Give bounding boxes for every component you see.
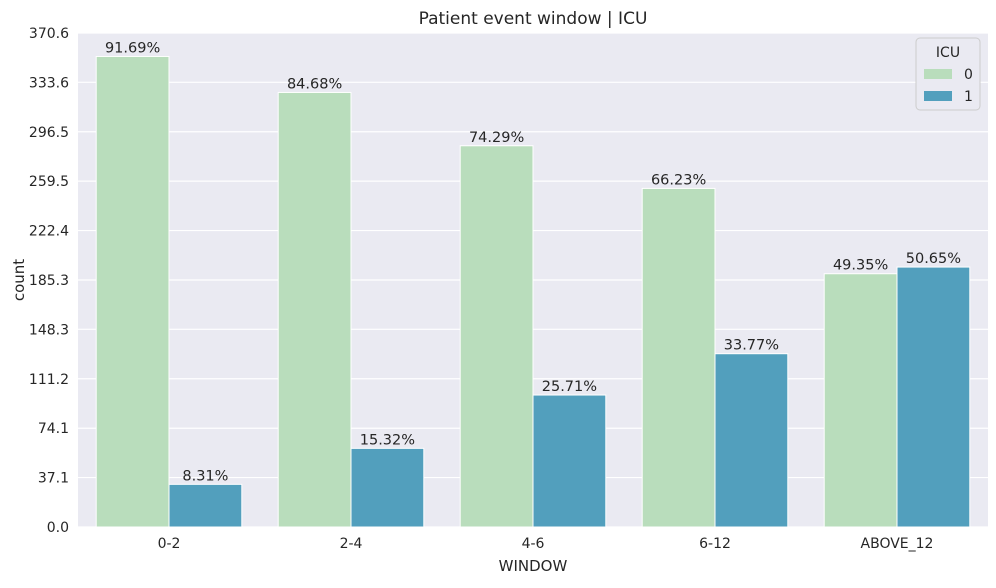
- legend-swatch-1: [924, 91, 952, 101]
- y-tick-label: 37.1: [38, 471, 69, 487]
- y-tick-label: 296.5: [29, 125, 69, 141]
- bar-series-1-ABOVE_12: [896, 266, 971, 528]
- data-label: 49.35%: [833, 258, 888, 274]
- legend-swatch-0: [924, 69, 952, 79]
- bar-series-0-ABOVE_12: [823, 273, 898, 528]
- data-label: 66.23%: [651, 172, 706, 188]
- data-labels: 91.69% 8.31% 84.68% 15.32% 74.29% 25.71% 66.23…: [105, 40, 961, 484]
- legend: ICU 0 1: [915, 37, 981, 111]
- legend-title: ICU: [936, 45, 960, 61]
- data-label: 8.31%: [182, 468, 228, 484]
- y-tick-label: 74.1: [38, 421, 69, 437]
- y-tick-label: 222.4: [29, 224, 69, 240]
- bar-series-1-4-6: [532, 394, 607, 528]
- y-tick-label: 370.6: [29, 26, 69, 42]
- legend-label-1: 1: [964, 89, 973, 105]
- y-tick-label: 185.3: [29, 273, 69, 289]
- y-tick-label: 259.5: [29, 174, 69, 190]
- chart-title: Patient event window | ICU: [419, 9, 648, 29]
- y-tick-labels: 0.0 37.1 74.1 111.2 148.3 185.3 222.4 259.5 296.…: [29, 26, 69, 536]
- x-tick-label: 4-6: [522, 536, 545, 552]
- bar-series-0-2-4: [277, 91, 352, 528]
- data-label: 84.68%: [287, 76, 342, 92]
- bar-series-1-2-4: [350, 447, 425, 528]
- legend-label-0: 0: [964, 67, 973, 83]
- y-tick-label: 148.3: [29, 322, 69, 338]
- x-axis-title: WINDOW: [499, 557, 568, 575]
- y-tick-label: 0.0: [47, 520, 69, 536]
- x-tick-label: 0-2: [158, 536, 181, 552]
- data-label: 25.71%: [542, 379, 597, 395]
- bar-series-0-6-12: [641, 187, 716, 528]
- x-tick-labels: 0-2 2-4 4-6 6-12 ABOVE_12: [158, 536, 934, 552]
- y-axis-title: count: [10, 259, 28, 301]
- bar-series-1-0-2: [168, 483, 243, 528]
- y-tick-label: 111.2: [29, 372, 69, 388]
- data-label: 50.65%: [906, 251, 961, 267]
- bar-series-0-0-2: [95, 55, 170, 528]
- x-tick-label: ABOVE_12: [861, 536, 934, 552]
- data-label: 15.32%: [360, 432, 415, 448]
- x-tick-label: 6-12: [699, 536, 731, 552]
- bar-series-1-6-12: [714, 353, 789, 528]
- data-label: 74.29%: [469, 130, 524, 146]
- bar-series-0-4-6: [459, 145, 534, 528]
- data-label: 33.77%: [724, 338, 779, 354]
- x-tick-label: 2-4: [340, 536, 363, 552]
- data-label: 91.69%: [105, 40, 160, 56]
- bars: [95, 55, 971, 528]
- y-tick-label: 333.6: [29, 75, 69, 91]
